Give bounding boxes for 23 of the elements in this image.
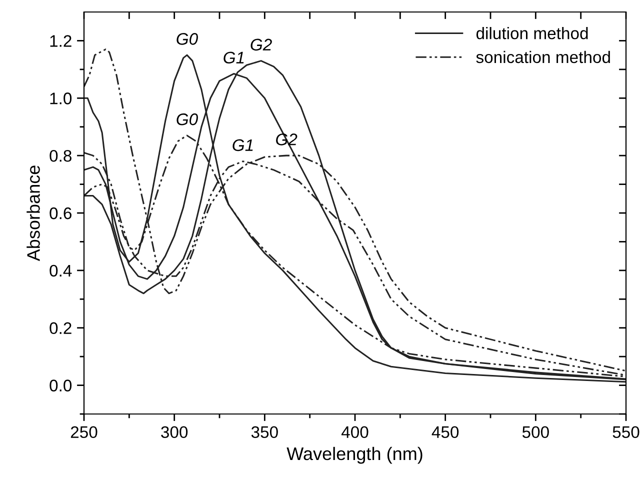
- annotation: G0: [176, 33, 198, 45]
- annotation: G1: [224, 52, 244, 64]
- legend-label: dilution method: [476, 27, 588, 40]
- y-tick-label: 1.2: [50, 35, 72, 47]
- annotation: G1: [232, 139, 253, 152]
- annotation: G0: [176, 113, 198, 126]
- annotation: G2: [250, 38, 272, 51]
- legend-label: sonication method: [476, 50, 610, 64]
- y-tick-label: 1.0: [50, 92, 72, 104]
- x-tick-label: 400: [341, 426, 368, 438]
- x-tick-label: 450: [432, 426, 459, 438]
- x-tick-label: 500: [522, 426, 549, 438]
- x-tick-label: 300: [161, 426, 188, 438]
- y-tick-label: 0.8: [50, 150, 72, 162]
- y-tick-label: 0.6: [50, 207, 72, 220]
- x-tick-label: 350: [251, 426, 278, 438]
- y-axis-title: Absorbance: [26, 166, 40, 262]
- y-tick-label: 0.4: [50, 264, 72, 277]
- y-tick-label: 0.2: [50, 322, 72, 334]
- y-tick-label: 0.0: [50, 380, 72, 392]
- x-tick-label: 250: [70, 426, 98, 438]
- x-tick-label: 550: [612, 426, 640, 438]
- x-axis-title: Wavelength (nm): [286, 446, 422, 464]
